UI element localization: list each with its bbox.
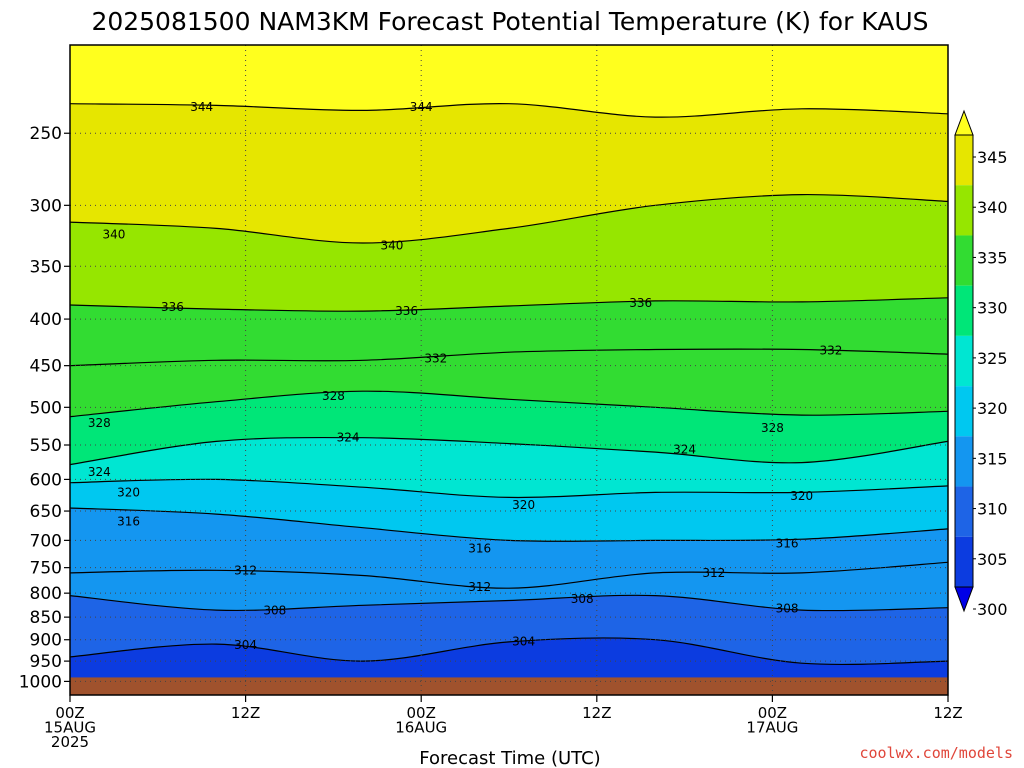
contour-label: 320 xyxy=(512,498,535,512)
contour-label: 344 xyxy=(410,100,433,114)
y-tick-label: 750 xyxy=(30,559,62,579)
y-tick-label: 350 xyxy=(30,257,62,277)
y-tick-label: 400 xyxy=(30,310,62,330)
y-tick-label: 250 xyxy=(30,124,62,144)
colorbar-extend-bottom xyxy=(954,586,974,613)
contour-label: 304 xyxy=(512,634,535,648)
contour-line-304 xyxy=(70,637,948,666)
colorbar-label: 340 xyxy=(977,198,1008,217)
colorbar-segment xyxy=(955,536,973,587)
contour-label: 316 xyxy=(117,514,140,528)
colorbar-label: 315 xyxy=(977,449,1008,468)
y-tick-label: 1000 xyxy=(19,672,62,692)
y-tick-label: 600 xyxy=(30,470,62,490)
contour-line-344 xyxy=(70,102,948,118)
contour-line-320 xyxy=(70,478,948,499)
contour-label: 340 xyxy=(102,228,125,242)
x-tick-label: 00Z xyxy=(758,704,787,722)
contour-label: 336 xyxy=(395,304,418,318)
colorbar-label: 320 xyxy=(977,399,1008,418)
contour-label: 316 xyxy=(468,542,491,556)
contour-label: 308 xyxy=(263,604,286,618)
contour-fills xyxy=(70,45,948,695)
colorbar-segment xyxy=(955,436,973,487)
contour-label: 312 xyxy=(468,580,491,594)
contour-label: 316 xyxy=(776,537,799,551)
colorbar-label: 335 xyxy=(977,248,1008,267)
contour-label: 308 xyxy=(776,602,799,616)
plot-area: 344 344 340 340 336 336 336 332 332 328 328 328 324 3… xyxy=(69,45,949,695)
plot-frame xyxy=(69,44,949,696)
contour-label: 336 xyxy=(629,296,652,310)
y-tick-label: 850 xyxy=(30,608,62,628)
axes: 250 300 350 400 450 500 550 600 650 700 750 800 850 9… xyxy=(19,44,963,751)
contour-lines xyxy=(70,102,948,666)
contour-line-340 xyxy=(70,193,948,244)
colorbar: 345 340 335 330 325 320 315 310 305 300 xyxy=(954,109,1008,619)
contour-line-324 xyxy=(70,436,948,466)
x-tick-label: 00Z xyxy=(55,704,84,722)
contour-label: 312 xyxy=(234,563,257,577)
y-tick-label: 950 xyxy=(30,652,62,672)
contour-label: 320 xyxy=(117,485,140,499)
y-tick-label: 500 xyxy=(30,398,62,418)
colorbar-extend-top xyxy=(954,109,974,136)
colorbar-segment xyxy=(955,386,973,437)
contour-label: 332 xyxy=(819,343,842,357)
x-tick-label: 15AUG xyxy=(44,719,96,737)
contour-label: 328 xyxy=(88,416,111,430)
colorbar-segment xyxy=(955,335,973,387)
y-tick-label: 800 xyxy=(30,584,62,604)
x-tick-label: 17AUG xyxy=(746,719,798,737)
colorbar-label: 345 xyxy=(977,148,1008,167)
colorbar-label: 300 xyxy=(977,600,1008,619)
colorbar-segment xyxy=(955,185,973,236)
x-tick-label: 16AUG xyxy=(395,719,447,737)
contour-label: 320 xyxy=(790,489,813,503)
y-tick-label: 650 xyxy=(30,502,62,522)
contour-label: 332 xyxy=(424,352,447,366)
y-tick-label: 900 xyxy=(30,631,62,651)
x-tick-label: 2025 xyxy=(51,733,89,751)
colorbar-segment xyxy=(955,486,973,537)
colorbar-label: 310 xyxy=(977,500,1008,519)
contour-label: 328 xyxy=(761,421,784,435)
x-tick-label: 12Z xyxy=(582,704,611,722)
contour-line-332 xyxy=(70,348,948,367)
contour-line-336 xyxy=(70,297,948,312)
contour-labels: 344 344 340 340 336 336 336 332 332 328 328 328 324 3… xyxy=(88,100,843,652)
x-tick-label: 12Z xyxy=(933,704,962,722)
credit-link[interactable]: coolwx.com/models xyxy=(859,744,1013,762)
colorbar-segment xyxy=(955,135,973,186)
contour-label: 324 xyxy=(88,465,111,479)
colorbar-label: 305 xyxy=(977,550,1008,569)
contour-label: 324 xyxy=(337,431,360,445)
colorbar-label: 330 xyxy=(977,299,1008,318)
contour-line-312 xyxy=(70,561,948,589)
x-tick-label: 00Z xyxy=(407,704,436,722)
y-tick-label: 300 xyxy=(30,196,62,216)
contour-label: 344 xyxy=(190,100,213,114)
x-axis-label: Forecast Time (UTC) xyxy=(419,748,600,768)
x-tick-label: 12Z xyxy=(231,704,260,722)
contour-label: 324 xyxy=(673,442,696,456)
y-tick-label: 550 xyxy=(30,436,62,456)
y-tick-label: 700 xyxy=(30,531,62,551)
contour-label: 312 xyxy=(702,566,725,580)
contour-line-328 xyxy=(70,390,948,418)
contour-label: 336 xyxy=(161,300,184,314)
contour-label: 340 xyxy=(380,238,403,252)
ground-surface xyxy=(70,677,948,695)
chart-title: 2025081500 NAM3KM Forecast Potential Tem… xyxy=(91,7,928,36)
contour-label: 328 xyxy=(322,389,345,403)
colorbar-segment xyxy=(955,285,973,336)
y-tick-label: 450 xyxy=(30,357,62,377)
contour-line-308 xyxy=(70,594,948,612)
contour-line-316 xyxy=(70,507,948,542)
contour-label: 308 xyxy=(571,592,594,606)
contour-label: 304 xyxy=(234,638,257,652)
colorbar-segment xyxy=(955,235,973,286)
colorbar-label: 325 xyxy=(977,349,1008,368)
